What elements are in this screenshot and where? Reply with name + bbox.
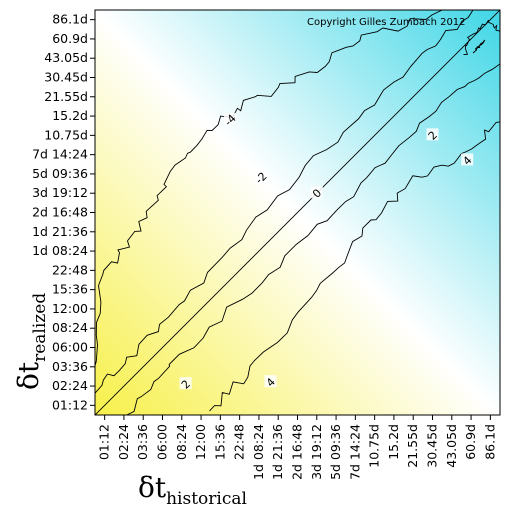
contour-label-bg — [254, 170, 267, 183]
x-tick-label: 7d 14:24 — [347, 424, 362, 480]
x-tick-label: 01:12 — [97, 424, 112, 460]
y-axis-title-subscript: realized — [30, 293, 50, 362]
contour-level-neg2 — [95, 10, 474, 394]
x-tick-label: 08:24 — [174, 424, 189, 460]
x-tick-label: 3d 19:12 — [309, 424, 324, 480]
contour-label-bg — [310, 186, 323, 199]
contour-level-neg4 — [95, 10, 443, 368]
x-tick-label: 1d 08:24 — [251, 424, 266, 480]
y-tick-label: 03:36 — [52, 359, 88, 374]
x-tick-label: 15:36 — [212, 424, 227, 460]
x-tick-label: 15.2d — [386, 424, 401, 460]
contour-level-pos4-corner — [472, 39, 486, 54]
contour-level-pos2-corner — [463, 19, 500, 55]
x-tick-label: 60.9d — [463, 424, 478, 460]
x-axis-title-symbol: δt — [138, 471, 167, 504]
contour-level-0 — [95, 10, 500, 415]
x-tick-label: 02:24 — [116, 424, 131, 460]
copyright-text: Copyright Gilles Zumbach 2012 — [307, 17, 466, 28]
y-tick-label: 01:12 — [52, 397, 88, 412]
x-tick-label: 5d 09:36 — [328, 424, 343, 480]
y-tick-label: 60.9d — [52, 31, 88, 46]
y-tick-label: 1d 08:24 — [32, 243, 88, 258]
y-tick-label: 15.2d — [52, 108, 88, 123]
y-tick-label: 1d 21:36 — [32, 224, 88, 239]
y-tick-label: 02:24 — [52, 378, 88, 393]
y-tick-label: 86.1d — [52, 12, 88, 27]
x-axis-title-subscript: historical — [166, 489, 247, 509]
y-tick-label: 15:36 — [52, 282, 88, 297]
x-tick-label: 1d 21:36 — [270, 424, 285, 480]
x-axis: 01:12 02:24 03:36 06:00 08:24 12:00 15:36 22:48… — [97, 415, 497, 480]
x-tick-label: 10.75d — [367, 424, 382, 468]
x-tick-label: 2d 16:48 — [290, 424, 305, 480]
y-axis-title: δtrealized — [12, 293, 50, 390]
y-tick-label: 2d 16:48 — [32, 205, 88, 220]
contour-lines — [95, 10, 500, 415]
y-tick-label: 30.45d — [44, 70, 88, 85]
y-tick-label: 3d 19:12 — [32, 185, 88, 200]
y-axis: 01:12 02:24 03:36 06:00 08:24 12:00 15:36 22:48… — [32, 12, 95, 412]
contour-label-bg — [264, 375, 277, 388]
x-tick-label: 22:48 — [232, 424, 247, 460]
y-tick-label: 22:48 — [52, 262, 88, 277]
x-tick-label: 86.1d — [482, 424, 497, 460]
x-tick-label: 03:36 — [135, 424, 150, 460]
contour-label-bg — [179, 377, 192, 390]
y-tick-label: 21.55d — [44, 89, 88, 104]
y-tick-label: 10.75d — [44, 127, 88, 142]
y-tick-label: 7d 14:24 — [32, 147, 88, 162]
y-tick-label: 06:00 — [52, 340, 88, 355]
contour-label-bg — [224, 112, 236, 125]
x-tick-label: 12:00 — [193, 424, 208, 460]
x-tick-label: 43.05d — [444, 424, 459, 468]
y-tick-label: 08:24 — [52, 320, 88, 335]
contour-label-bg — [426, 128, 439, 141]
y-axis-title-symbol: δt — [12, 361, 45, 390]
contour-label-bg — [461, 153, 474, 166]
contour-level-pos2 — [126, 63, 500, 415]
y-tick-label: 12:00 — [52, 301, 88, 316]
x-tick-label: 06:00 — [155, 424, 170, 460]
y-tick-label: 43.05d — [44, 50, 88, 65]
x-axis-title: δthistorical — [138, 471, 247, 509]
y-tick-label: 5d 09:36 — [32, 166, 88, 181]
x-tick-label: 30.45d — [425, 424, 440, 468]
x-tick-label: 21.55d — [405, 424, 420, 468]
